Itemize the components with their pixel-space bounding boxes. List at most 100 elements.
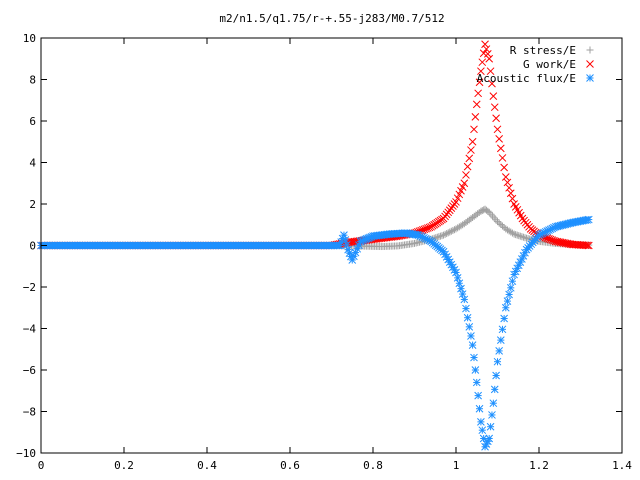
data-point xyxy=(488,79,496,88)
y-tick-label: 8 xyxy=(29,74,36,87)
data-point xyxy=(494,218,501,226)
data-point xyxy=(584,241,593,250)
data-point xyxy=(475,78,484,87)
data-point xyxy=(500,163,508,172)
x-tick-label: 0.6 xyxy=(280,459,300,472)
data-point xyxy=(470,353,478,362)
data-point xyxy=(452,198,460,206)
data-point xyxy=(519,252,528,260)
data-point xyxy=(484,207,492,215)
data-point xyxy=(460,295,469,304)
data-point xyxy=(486,422,495,431)
data-point xyxy=(490,103,499,112)
data-point xyxy=(478,58,487,67)
data-point xyxy=(486,67,495,76)
data-point xyxy=(474,391,482,400)
y-tick-label: 10 xyxy=(23,32,36,45)
data-point xyxy=(471,112,480,121)
data-point xyxy=(458,183,467,191)
x-tick-label: 1.2 xyxy=(529,459,549,472)
y-tick-label: 4 xyxy=(29,157,36,170)
data-point xyxy=(460,179,469,188)
data-point xyxy=(468,341,477,349)
data-point xyxy=(501,173,510,181)
data-point xyxy=(463,162,472,171)
data-point xyxy=(433,233,441,241)
y-tick-label: −10 xyxy=(16,447,36,460)
data-point xyxy=(508,277,517,286)
y-tick-label: −2 xyxy=(23,281,36,294)
x-tick-label: 1.4 xyxy=(612,459,632,472)
data-point xyxy=(488,411,496,419)
data-point xyxy=(482,45,491,53)
y-tick-label: −6 xyxy=(23,364,36,377)
data-point xyxy=(457,186,465,195)
data-point xyxy=(497,221,505,229)
data-point xyxy=(453,274,462,282)
data-point xyxy=(516,232,524,240)
data-point xyxy=(462,171,470,179)
data-point xyxy=(443,230,451,238)
data-point xyxy=(518,233,526,241)
data-point xyxy=(462,304,470,313)
data-point xyxy=(465,154,474,163)
data-point xyxy=(498,325,507,334)
data-point xyxy=(503,178,512,187)
data-point xyxy=(470,125,478,134)
y-tick-label: 6 xyxy=(29,115,36,128)
data-point xyxy=(512,231,520,239)
y-tick-label: 0 xyxy=(29,240,36,253)
data-point xyxy=(455,279,464,288)
data-point xyxy=(481,40,489,49)
data-point xyxy=(447,227,455,235)
x-tick-label: 0 xyxy=(38,459,45,472)
data-point xyxy=(440,231,448,239)
data-point xyxy=(441,230,449,238)
x-tick-label: 0.8 xyxy=(363,459,383,472)
data-point xyxy=(485,54,494,63)
data-point xyxy=(467,332,475,340)
data-point xyxy=(475,404,484,413)
data-point xyxy=(496,336,505,344)
data-point xyxy=(503,297,512,305)
data-point xyxy=(463,313,472,322)
data-point xyxy=(495,347,504,355)
data-point xyxy=(472,100,481,109)
data-point xyxy=(341,236,350,244)
data-point xyxy=(438,232,446,240)
data-point xyxy=(493,357,502,366)
data-point xyxy=(467,146,475,154)
data-point xyxy=(416,232,425,240)
x-tick-label: 0.2 xyxy=(114,459,134,472)
series-2 xyxy=(37,215,593,451)
legend-marker xyxy=(586,60,594,68)
data-point xyxy=(471,366,480,374)
data-point xyxy=(498,222,506,230)
data-point xyxy=(521,234,529,242)
data-point xyxy=(510,230,518,238)
data-point xyxy=(452,268,460,277)
data-point xyxy=(500,314,508,323)
data-point xyxy=(505,183,513,192)
data-point xyxy=(453,194,462,203)
data-point xyxy=(477,418,485,426)
data-point xyxy=(455,190,464,199)
data-point xyxy=(492,371,500,380)
x-tick-label: 0.4 xyxy=(197,459,217,472)
data-point xyxy=(506,283,515,292)
data-point xyxy=(495,219,503,227)
data-point xyxy=(342,240,351,249)
legend-label: G work/E xyxy=(523,58,576,71)
data-point xyxy=(446,228,454,236)
legend-marker xyxy=(586,46,594,54)
axis-ticks: 0 0.2 0.4 0.6 0.8 1 1.2 1.4 10 8 6 4 2 0 −2 −4 −6 −8 −10 xyxy=(16,32,632,472)
chart-title: m2/n1.5/q1.75/r-+.55-j283/M0.7/512 xyxy=(219,12,444,25)
data-point xyxy=(489,399,498,408)
data-point xyxy=(465,322,474,331)
data-point xyxy=(508,229,516,237)
data-point xyxy=(444,229,452,237)
data-point xyxy=(498,154,507,162)
x-tick-label: 1 xyxy=(453,459,460,472)
